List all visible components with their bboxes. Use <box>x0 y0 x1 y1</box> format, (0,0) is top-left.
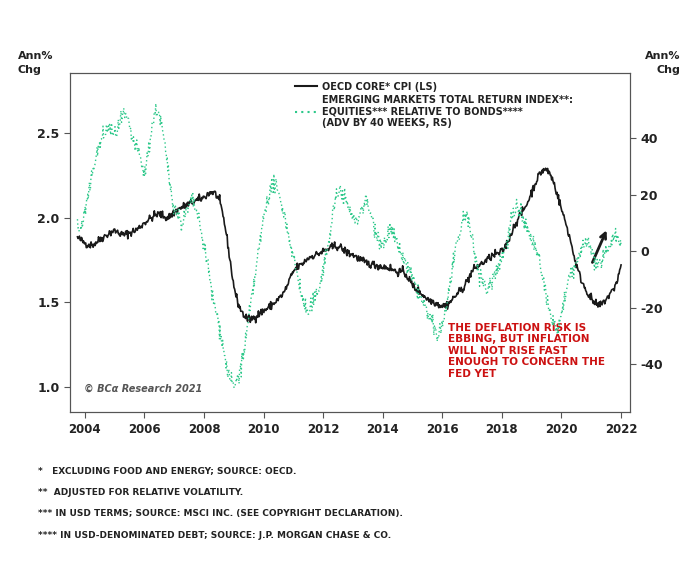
Text: Chg: Chg <box>18 66 41 76</box>
Text: © BCα Research 2021: © BCα Research 2021 <box>84 384 202 394</box>
Text: **** IN USD-DENOMINATED DEBT; SOURCE: J.P. MORGAN CHASE & CO.: **** IN USD-DENOMINATED DEBT; SOURCE: J.… <box>38 531 391 540</box>
Text: THE DEFLATION RISK IS
EBBING, BUT INFLATION
WILL NOT RISE FAST
ENOUGH TO CONCERN: THE DEFLATION RISK IS EBBING, BUT INFLAT… <box>448 323 606 379</box>
Text: Chg: Chg <box>657 66 680 76</box>
Text: Ann%: Ann% <box>645 51 680 62</box>
Text: *   EXCLUDING FOOD AND ENERGY; SOURCE: OECD.: * EXCLUDING FOOD AND ENERGY; SOURCE: OEC… <box>38 466 297 475</box>
Text: **  ADJUSTED FOR RELATIVE VOLATILITY.: ** ADJUSTED FOR RELATIVE VOLATILITY. <box>38 488 244 497</box>
Text: *** IN USD TERMS; SOURCE: MSCI INC. (SEE COPYRIGHT DECLARATION).: *** IN USD TERMS; SOURCE: MSCI INC. (SEE… <box>38 509 403 518</box>
Legend: OECD CORE* CPI (LS), EMERGING MARKETS TOTAL RETURN INDEX**:
EQUITIES*** RELATIVE: OECD CORE* CPI (LS), EMERGING MARKETS TO… <box>295 82 573 128</box>
Text: Ann%: Ann% <box>18 51 53 62</box>
